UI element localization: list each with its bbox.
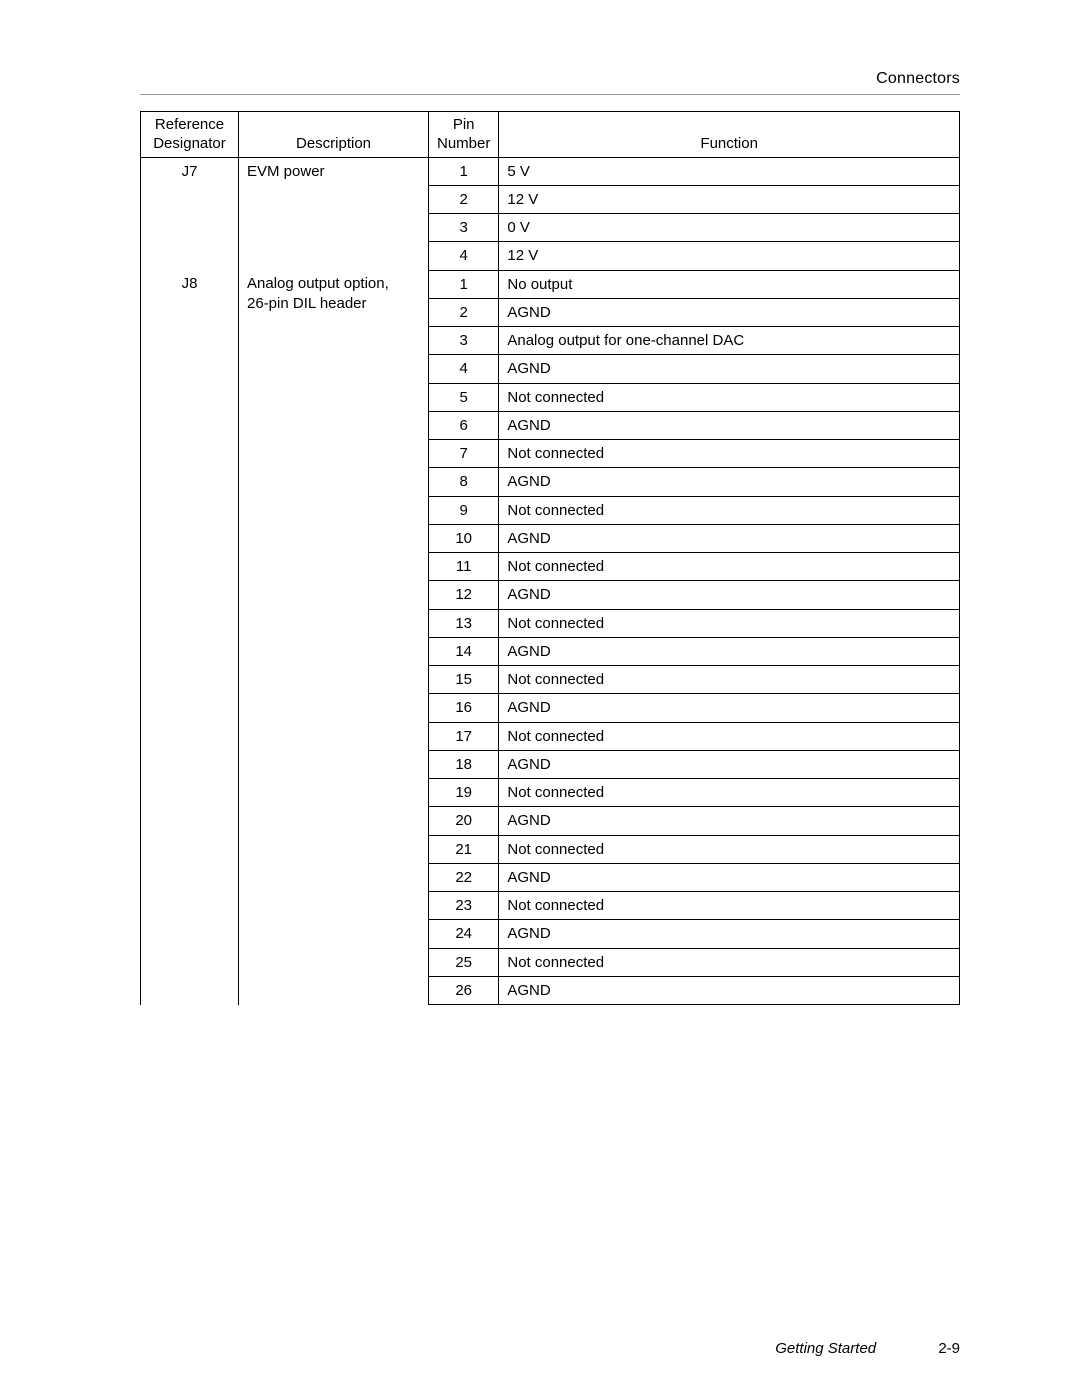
- pin-function: Not connected: [499, 496, 960, 524]
- pin-function: AGND: [499, 750, 960, 778]
- pin-number: 20: [429, 807, 499, 835]
- pin-function: AGND: [499, 298, 960, 326]
- pin-function: No output: [499, 270, 960, 298]
- pin-function: Not connected: [499, 835, 960, 863]
- pin-function: Analog output for one-channel DAC: [499, 327, 960, 355]
- pin-number: 1: [429, 270, 499, 298]
- description-cell: Analog output option,26-pin DIL header: [239, 270, 429, 1005]
- pin-number: 6: [429, 411, 499, 439]
- table-row: J8Analog output option,26-pin DIL header…: [141, 270, 960, 298]
- pin-number: 26: [429, 976, 499, 1004]
- pin-function: 12 V: [499, 185, 960, 213]
- pin-number: 4: [429, 242, 499, 270]
- pin-function: Not connected: [499, 383, 960, 411]
- col-header-function: Function: [499, 112, 960, 158]
- table-body: J7EVM power15 V2 12 V30 V412 VJ8Analog o…: [141, 157, 960, 1005]
- pin-number: 8: [429, 468, 499, 496]
- pin-number: 15: [429, 666, 499, 694]
- pin-number: 1: [429, 157, 499, 185]
- pin-number: 2: [429, 298, 499, 326]
- description-cell: EVM power: [239, 157, 429, 270]
- pin-function: AGND: [499, 920, 960, 948]
- pin-function: AGND: [499, 355, 960, 383]
- page: Connectors Reference Designator Descript…: [0, 0, 1080, 1397]
- running-header: Connectors: [140, 70, 960, 94]
- pin-number: 25: [429, 948, 499, 976]
- pin-function: AGND: [499, 863, 960, 891]
- pin-number: 7: [429, 440, 499, 468]
- pin-function: Not connected: [499, 666, 960, 694]
- pin-number: 14: [429, 637, 499, 665]
- pin-function: AGND: [499, 468, 960, 496]
- pin-function: Not connected: [499, 440, 960, 468]
- pin-function: AGND: [499, 524, 960, 552]
- pin-function: 5 V: [499, 157, 960, 185]
- pin-function: AGND: [499, 637, 960, 665]
- pin-function: AGND: [499, 807, 960, 835]
- pin-number: 23: [429, 892, 499, 920]
- pin-function: AGND: [499, 694, 960, 722]
- pin-number: 16: [429, 694, 499, 722]
- pin-number: 21: [429, 835, 499, 863]
- header-rule: [140, 94, 960, 95]
- col-header-pin: Pin Number: [429, 112, 499, 158]
- pin-function: AGND: [499, 411, 960, 439]
- table-header-row: Reference Designator Description Pin Num…: [141, 112, 960, 158]
- pin-number: 12: [429, 581, 499, 609]
- pin-number: 19: [429, 779, 499, 807]
- pin-number: 17: [429, 722, 499, 750]
- page-footer: Getting Started 2-9: [775, 1340, 960, 1357]
- pin-number: 9: [429, 496, 499, 524]
- pin-function: Not connected: [499, 892, 960, 920]
- col-header-description-l2: Description: [296, 135, 371, 152]
- reference-designator: J7: [141, 157, 239, 270]
- pin-function: Not connected: [499, 779, 960, 807]
- pin-function: Not connected: [499, 609, 960, 637]
- col-header-pin-l1: Pin: [453, 116, 475, 133]
- pin-function: AGND: [499, 581, 960, 609]
- footer-page-number: 2-9: [938, 1340, 960, 1357]
- pin-number: 5: [429, 383, 499, 411]
- connector-pin-table: Reference Designator Description Pin Num…: [140, 111, 960, 1005]
- pin-number: 22: [429, 863, 499, 891]
- footer-section-title: Getting Started: [775, 1340, 876, 1357]
- pin-number: 18: [429, 750, 499, 778]
- pin-function: 0 V: [499, 214, 960, 242]
- pin-function: 12 V: [499, 242, 960, 270]
- col-header-description: Description: [239, 112, 429, 158]
- pin-number: 3: [429, 214, 499, 242]
- header-section-label: Connectors: [876, 70, 960, 87]
- pin-number: 13: [429, 609, 499, 637]
- pin-number: 4: [429, 355, 499, 383]
- pin-number: 11: [429, 553, 499, 581]
- col-header-reference: Reference Designator: [141, 112, 239, 158]
- pin-function: Not connected: [499, 948, 960, 976]
- col-header-reference-l1: Reference: [155, 116, 224, 133]
- reference-designator: J8: [141, 270, 239, 1005]
- pin-function: Not connected: [499, 722, 960, 750]
- pin-function: AGND: [499, 976, 960, 1004]
- col-header-reference-l2: Designator: [153, 135, 226, 152]
- pin-function: Not connected: [499, 553, 960, 581]
- pin-number: 2: [429, 185, 499, 213]
- table-row: J7EVM power15 V: [141, 157, 960, 185]
- pin-number: 3: [429, 327, 499, 355]
- pin-number: 24: [429, 920, 499, 948]
- col-header-function-l2: Function: [700, 135, 758, 152]
- col-header-pin-l2: Number: [437, 135, 490, 152]
- pin-number: 10: [429, 524, 499, 552]
